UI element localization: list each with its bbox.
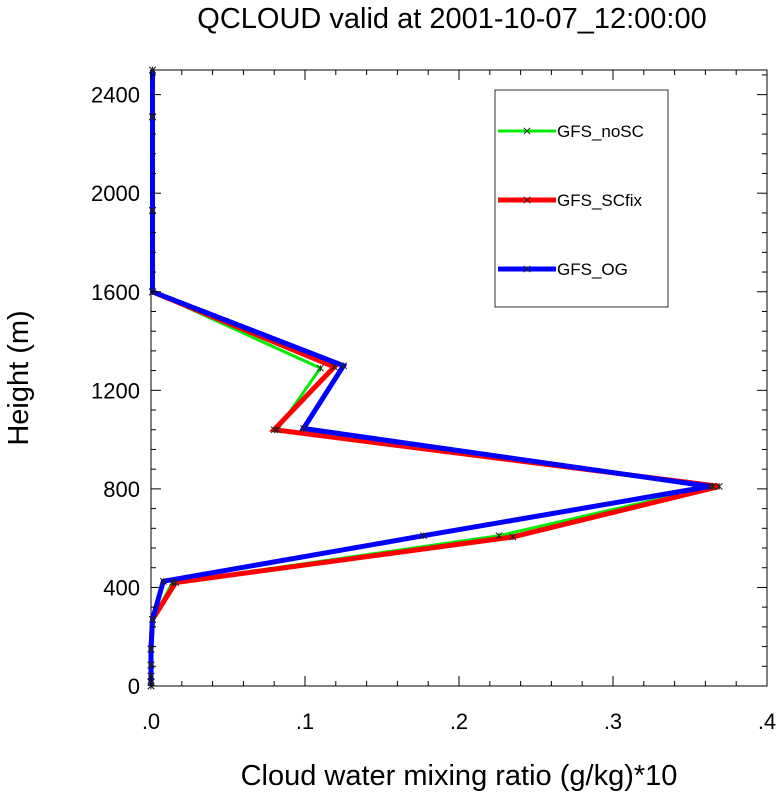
- data-point-marker: [715, 482, 723, 490]
- data-point-marker: [330, 363, 338, 371]
- y-axis: 0 400 800 1200 1600 2000 2400: [91, 74, 767, 699]
- data-point-marker: [706, 482, 714, 490]
- x-axis: .0 .1 .2 .3 .4: [142, 70, 776, 734]
- y-tick-label: 2400: [91, 83, 140, 108]
- legend-marker: [523, 196, 531, 204]
- plot-area: [147, 66, 768, 690]
- legend-marker: [523, 265, 531, 273]
- series-layer: [147, 66, 723, 690]
- legend-marker: [523, 127, 531, 135]
- x-tick-label: .3: [604, 709, 622, 734]
- y-tick-label: 800: [103, 477, 140, 502]
- data-point-marker: [147, 661, 155, 669]
- y-tick-label: 400: [103, 575, 140, 600]
- data-point-marker: [270, 426, 278, 434]
- legend-label: GFS_OG: [557, 260, 628, 279]
- data-point-marker: [495, 532, 503, 540]
- x-tick-label: .2: [450, 709, 468, 734]
- data-point-marker: [169, 578, 177, 587]
- data-point-marker: [148, 66, 157, 74]
- data-point-marker: [172, 578, 180, 587]
- x-tick-label: .4: [758, 709, 776, 734]
- legend: GFS_noSC GFS_SCfix GFS_OG: [494, 89, 669, 308]
- chart-title: QCLOUD valid at 2001-10-07_12:00:00: [197, 3, 706, 35]
- data-point-marker: [509, 533, 517, 541]
- data-point-marker: [148, 615, 157, 624]
- y-tick-label: 1200: [91, 378, 140, 403]
- legend-label: GFS_SCfix: [557, 191, 643, 210]
- data-point-marker: [709, 482, 717, 490]
- x-axis-title: Cloud water mixing ratio (g/kg)*10: [241, 760, 678, 792]
- plot-frame: [150, 69, 768, 687]
- y-tick-label: 2000: [91, 181, 140, 206]
- y-axis-title: Height (m): [3, 310, 35, 445]
- x-tick-label: .0: [142, 709, 160, 734]
- data-point-marker: [159, 577, 167, 585]
- data-point-marker: [316, 364, 324, 372]
- legend-label: GFS_noSC: [557, 122, 644, 141]
- data-point-marker: [273, 426, 281, 434]
- y-tick-label: 1600: [91, 280, 140, 305]
- data-point-marker: [339, 362, 348, 370]
- y-tick-label: 0: [128, 674, 140, 699]
- data-point-marker: [420, 532, 428, 540]
- x-tick-label: .1: [296, 709, 314, 734]
- data-point-marker: [299, 424, 308, 433]
